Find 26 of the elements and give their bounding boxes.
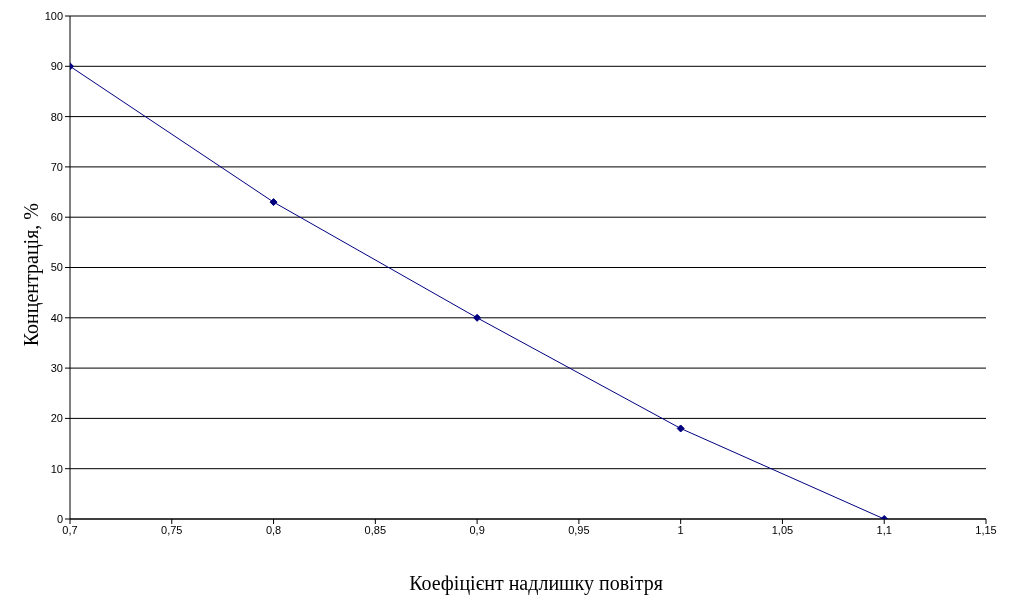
x-tick-label: 1 xyxy=(677,523,684,536)
y-tick-label: 70 xyxy=(50,160,63,173)
point xyxy=(473,313,482,322)
y-tick-label: 0 xyxy=(56,512,63,525)
x-tick-label: 0,7 xyxy=(62,523,78,536)
y-tick-label: 100 xyxy=(44,9,63,22)
point xyxy=(269,198,278,207)
x-tick-label: 0,75 xyxy=(161,523,183,536)
y-tick-label: 90 xyxy=(50,60,63,73)
y-tick-label: 20 xyxy=(50,412,63,425)
x-axis-title: Коефіцієнт надлишку повітря xyxy=(408,572,664,595)
y-tick-label: 40 xyxy=(50,311,63,324)
y-axis-title: Концентрація, % xyxy=(20,202,43,347)
y-tick-label: 30 xyxy=(50,362,63,375)
y-tick-label: 80 xyxy=(50,110,63,123)
x-tick-label: 0,9 xyxy=(469,523,485,536)
x-tick-label: 1,15 xyxy=(975,523,997,536)
x-tick-label: 0,8 xyxy=(265,523,282,536)
point xyxy=(676,424,685,433)
x-tick-label: 1,1 xyxy=(876,523,892,536)
y-tick-label: 10 xyxy=(50,462,63,475)
x-tick-label: 0,85 xyxy=(364,523,387,536)
x-tick-label: 0,95 xyxy=(568,523,590,536)
y-tick-label: 60 xyxy=(50,211,63,224)
x-tick-label: 1,05 xyxy=(771,523,794,536)
y-tick-label: 50 xyxy=(50,261,63,274)
